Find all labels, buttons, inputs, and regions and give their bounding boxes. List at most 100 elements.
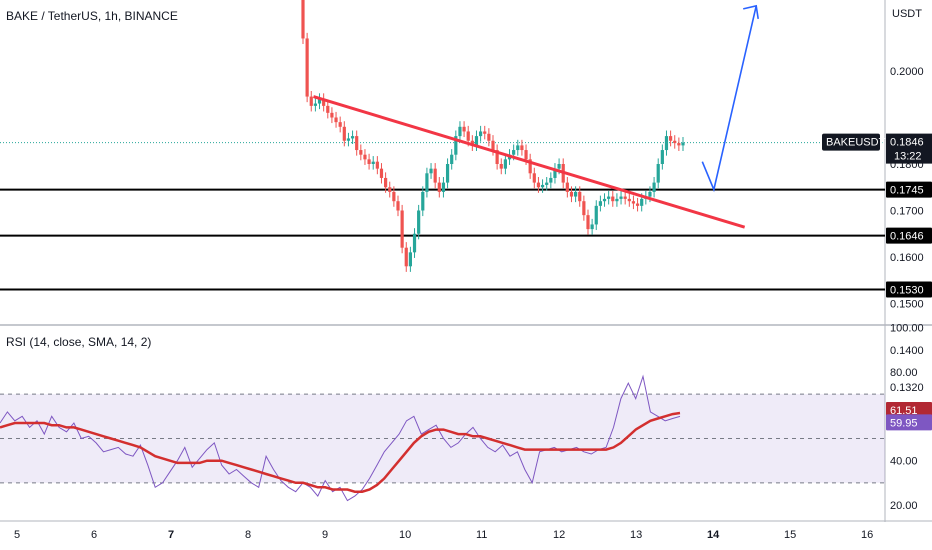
candle[interactable] [445, 164, 450, 183]
candle[interactable] [305, 38, 309, 97]
level-tag-bg [886, 281, 932, 298]
candle[interactable] [474, 136, 479, 146]
candle[interactable] [553, 168, 557, 178]
candle[interactable] [602, 198, 607, 202]
candle[interactable] [631, 201, 636, 204]
candle[interactable] [338, 122, 342, 127]
candle[interactable] [466, 131, 470, 141]
candle[interactable] [421, 191, 425, 211]
candle[interactable] [569, 191, 574, 197]
trendline[interactable] [313, 95, 746, 229]
candle[interactable] [350, 136, 355, 139]
candle[interactable] [635, 203, 640, 206]
candle[interactable] [673, 140, 677, 144]
candle[interactable] [458, 126, 462, 137]
candle[interactable] [545, 182, 549, 185]
candle[interactable] [379, 168, 384, 178]
candle[interactable] [660, 150, 664, 164]
candle[interactable] [520, 145, 524, 151]
candle[interactable] [565, 182, 569, 192]
candle[interactable] [437, 182, 441, 192]
candle[interactable] [594, 205, 598, 225]
rsi-ma-line[interactable] [0, 411, 681, 493]
candle[interactable] [512, 150, 516, 155]
candle[interactable] [582, 201, 586, 216]
candle[interactable] [586, 215, 590, 230]
candle[interactable] [334, 117, 338, 123]
candle[interactable] [615, 198, 619, 202]
symbol-tag-bg [822, 133, 880, 151]
candle[interactable] [669, 136, 673, 141]
candle[interactable] [656, 164, 660, 183]
candle[interactable] [652, 182, 656, 192]
candle[interactable] [425, 173, 429, 192]
candle[interactable] [578, 191, 582, 202]
candle[interactable] [598, 201, 602, 206]
candle[interactable] [503, 159, 507, 169]
candle[interactable] [412, 233, 417, 253]
candle[interactable] [355, 136, 359, 151]
candle[interactable] [309, 96, 313, 106]
candle[interactable] [574, 191, 578, 197]
candle[interactable] [404, 247, 408, 267]
candle[interactable] [301, 0, 305, 39]
candle[interactable] [396, 201, 400, 211]
projection-arrow[interactable] [701, 5, 757, 193]
candle[interactable] [388, 187, 392, 192]
candle[interactable] [483, 131, 487, 134]
candle[interactable] [429, 168, 433, 174]
price-tick-label: 0.1600 [890, 252, 924, 264]
candle[interactable] [342, 126, 346, 141]
candle[interactable] [450, 154, 454, 164]
candle[interactable] [359, 150, 363, 155]
candle[interactable] [313, 103, 317, 106]
candle[interactable] [532, 173, 536, 183]
candle[interactable] [590, 224, 594, 230]
candle[interactable] [540, 184, 545, 188]
candle[interactable] [400, 210, 404, 248]
candle[interactable] [417, 210, 421, 234]
candle[interactable] [528, 159, 532, 174]
candle[interactable] [462, 126, 466, 132]
time-tick-label: 15 [784, 529, 796, 541]
candle[interactable] [536, 182, 541, 188]
candle[interactable] [516, 145, 520, 151]
candle[interactable] [491, 140, 495, 151]
candle[interactable] [664, 136, 669, 151]
candle[interactable] [499, 164, 503, 169]
candle[interactable] [640, 198, 644, 206]
candle[interactable] [322, 98, 326, 106]
candle[interactable] [317, 98, 322, 104]
candle[interactable] [495, 150, 499, 164]
candle[interactable] [367, 159, 371, 164]
candle[interactable] [487, 133, 491, 141]
candle[interactable] [470, 140, 474, 146]
candle[interactable] [375, 161, 379, 169]
candle[interactable] [611, 196, 615, 202]
candle[interactable] [607, 196, 611, 199]
candle[interactable] [619, 196, 623, 199]
candle[interactable] [623, 196, 627, 199]
candle[interactable] [479, 131, 483, 137]
candle[interactable] [392, 191, 396, 202]
candle[interactable] [454, 136, 458, 155]
candle[interactable] [384, 177, 388, 188]
candle[interactable] [346, 138, 351, 141]
candle[interactable] [441, 182, 446, 192]
candle[interactable] [371, 161, 375, 164]
candle[interactable] [524, 150, 528, 160]
candle[interactable] [549, 177, 553, 183]
candle[interactable] [677, 143, 681, 146]
candle[interactable] [363, 154, 367, 160]
time-tick-label: 16 [861, 529, 873, 541]
candle[interactable] [681, 142, 685, 146]
candle[interactable] [330, 112, 334, 118]
candle[interactable] [433, 168, 437, 183]
candle[interactable] [408, 252, 412, 267]
candle[interactable] [326, 105, 330, 113]
time-tick-label: 9 [322, 529, 328, 541]
candle[interactable] [557, 164, 561, 169]
candle[interactable] [648, 191, 652, 197]
candle[interactable] [627, 198, 631, 202]
